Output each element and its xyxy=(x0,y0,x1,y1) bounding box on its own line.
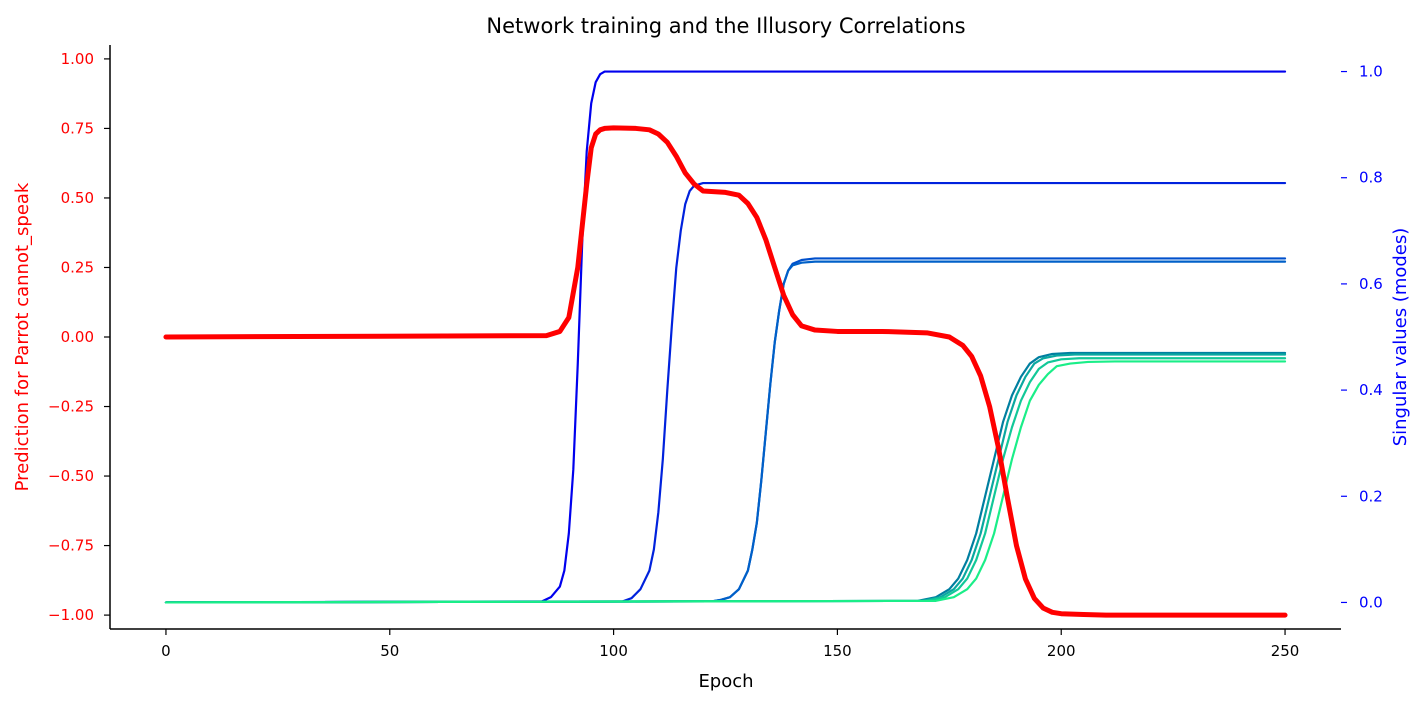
mode-line-1 xyxy=(164,70,1287,604)
x-tick-label: 100 xyxy=(599,642,628,660)
left-y-tick-label: 0.00 xyxy=(61,328,94,346)
mode-line-5 xyxy=(164,351,1287,604)
x-tick-label: 50 xyxy=(380,642,399,660)
right-y-axis-ticks: 0.0 0.2 0.4 0.6 0.8 1.0 xyxy=(1341,63,1383,611)
right-y-tick-label: 0.4 xyxy=(1359,381,1383,399)
left-y-tick-label: 0.50 xyxy=(61,189,94,207)
prediction-line xyxy=(163,125,1288,618)
left-y-axis-label: Prediction for Parrot cannot_speak xyxy=(12,182,33,491)
right-y-tick-label: 0.6 xyxy=(1359,275,1383,293)
right-y-tick-label: 0.0 xyxy=(1359,593,1383,611)
mode-line-8 xyxy=(164,360,1287,604)
left-y-tick-label: −0.50 xyxy=(48,467,94,485)
x-tick-label: 150 xyxy=(823,642,852,660)
mode-line-7 xyxy=(164,357,1287,604)
mode-line-3 xyxy=(164,257,1287,604)
left-y-tick-label: −0.25 xyxy=(48,398,94,416)
right-y-tick-label: 0.2 xyxy=(1359,487,1383,505)
x-tick-label: 0 xyxy=(161,642,171,660)
left-y-tick-label: 0.75 xyxy=(61,119,94,137)
mode-line-4 xyxy=(164,260,1287,604)
x-axis-ticks: 0 50 100 150 200 250 xyxy=(161,629,1299,660)
x-tick-label: 200 xyxy=(1047,642,1076,660)
right-y-axis-label: Singular values (modes) xyxy=(1390,228,1411,447)
left-y-axis-ticks: 1.00 0.75 0.50 0.25 0.00 −0.25 −0.50 −0.75 −1.00 xyxy=(48,50,110,624)
right-y-tick-label: 0.8 xyxy=(1359,169,1383,187)
plot-area xyxy=(163,70,1288,618)
left-y-tick-label: 1.00 xyxy=(61,50,94,68)
chart-title: Network training and the Illusory Correl… xyxy=(486,14,965,38)
left-y-tick-label: −1.00 xyxy=(48,606,94,624)
x-tick-label: 250 xyxy=(1271,642,1300,660)
left-y-tick-label: 0.25 xyxy=(61,258,94,276)
left-y-tick-label: −0.75 xyxy=(48,537,94,555)
x-axis-label: Epoch xyxy=(698,671,753,692)
mode-line-2 xyxy=(164,181,1287,604)
prediction-lines xyxy=(163,125,1288,618)
mode-line-6 xyxy=(164,353,1287,604)
right-y-tick-label: 1.0 xyxy=(1359,63,1383,81)
